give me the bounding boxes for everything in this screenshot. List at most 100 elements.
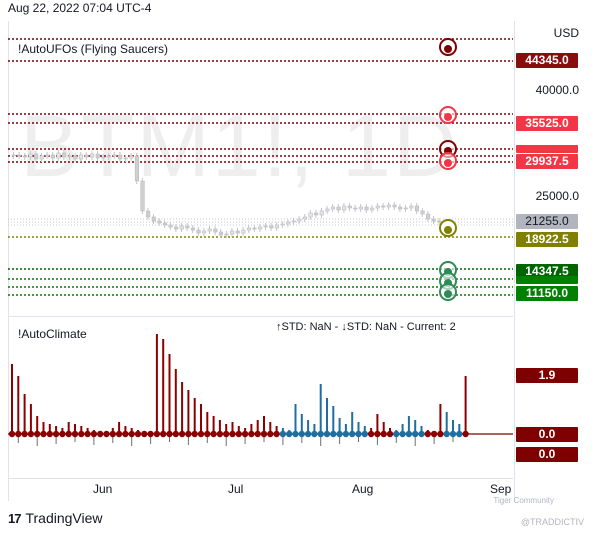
climate-dot bbox=[342, 430, 350, 438]
climate-dot bbox=[141, 430, 148, 438]
climate-dot bbox=[8, 430, 16, 438]
climate-pane[interactable] bbox=[8, 320, 513, 478]
candle bbox=[123, 157, 128, 160]
candle bbox=[95, 153, 100, 159]
climate-dot bbox=[430, 430, 438, 438]
climate-dot bbox=[380, 430, 387, 438]
candle bbox=[134, 155, 139, 182]
climate-dot bbox=[367, 430, 375, 438]
climate-dot bbox=[229, 430, 236, 438]
price-tag: 11150.0 bbox=[516, 286, 578, 301]
time-label-jun: Jun bbox=[93, 482, 113, 496]
candle bbox=[297, 218, 302, 222]
candle bbox=[34, 153, 39, 160]
chart-area[interactable] bbox=[8, 21, 515, 501]
candle bbox=[140, 180, 145, 212]
climate-dot bbox=[330, 430, 337, 438]
climate-dot bbox=[424, 430, 431, 438]
candle bbox=[218, 231, 223, 236]
candle bbox=[84, 154, 89, 158]
climate-dot bbox=[90, 430, 98, 438]
candle bbox=[168, 224, 173, 228]
price-axis[interactable]: USD 40000.0 25000.0 44345.0 35525.0 2993… bbox=[513, 21, 594, 501]
climate-dot bbox=[267, 430, 274, 438]
candle bbox=[353, 207, 358, 210]
tradingview-brand: TradingView bbox=[25, 510, 103, 526]
candle bbox=[151, 216, 156, 222]
candle bbox=[224, 233, 229, 236]
climate-dot bbox=[292, 430, 299, 438]
axis-label-40000: 40000.0 bbox=[535, 83, 579, 97]
climate-dot bbox=[147, 430, 154, 438]
candle bbox=[426, 213, 431, 220]
candle bbox=[90, 153, 95, 158]
author-handle: @TRADDICTIV bbox=[520, 517, 584, 527]
time-axis[interactable]: Jun Jul Aug Sep bbox=[8, 478, 513, 501]
climate-dot bbox=[172, 430, 179, 438]
price-pane[interactable] bbox=[8, 21, 513, 316]
climate-dot bbox=[248, 430, 255, 438]
candle bbox=[252, 227, 257, 230]
tradingview-logo[interactable]: 17 TradingView bbox=[8, 510, 103, 526]
climate-dot bbox=[15, 430, 22, 438]
climate-dot bbox=[153, 430, 161, 438]
climate-dot bbox=[160, 430, 167, 438]
candle bbox=[364, 206, 369, 211]
climate-dot bbox=[254, 430, 261, 438]
candle bbox=[263, 225, 268, 228]
candle bbox=[118, 154, 123, 160]
candle bbox=[291, 220, 296, 223]
tradingview-mark-icon: 17 bbox=[8, 510, 22, 526]
candle bbox=[62, 152, 67, 158]
ufo-saucer-core bbox=[444, 290, 452, 298]
candle bbox=[174, 226, 179, 230]
climate-dot bbox=[46, 430, 53, 438]
candle bbox=[381, 205, 386, 208]
climate-dot bbox=[84, 430, 91, 438]
candle bbox=[336, 206, 341, 211]
climate-dot bbox=[216, 430, 224, 438]
climate-dot bbox=[443, 430, 450, 438]
climate-dot bbox=[374, 430, 381, 438]
candle bbox=[28, 153, 33, 158]
price-tag: 35525.0 bbox=[516, 116, 578, 131]
candle bbox=[280, 223, 285, 226]
candle bbox=[213, 228, 218, 233]
candle bbox=[314, 212, 319, 216]
candle bbox=[11, 154, 16, 157]
candle bbox=[342, 205, 347, 211]
climate-dot bbox=[311, 430, 318, 438]
climate-dot bbox=[349, 430, 356, 438]
candle bbox=[414, 205, 420, 212]
price-tag: 44345.0 bbox=[516, 53, 578, 68]
candle bbox=[398, 206, 403, 210]
currency-label: USD bbox=[553, 26, 579, 40]
climate-dot bbox=[405, 430, 413, 438]
climate-dot bbox=[103, 430, 110, 438]
time-label-jul: Jul bbox=[228, 482, 244, 496]
candle bbox=[409, 205, 414, 209]
climate-dot bbox=[304, 430, 312, 438]
climate-dot bbox=[286, 430, 293, 438]
pane-divider[interactable] bbox=[8, 316, 513, 317]
candle bbox=[269, 225, 274, 229]
candle bbox=[302, 216, 308, 220]
candle bbox=[392, 204, 397, 208]
candle bbox=[129, 155, 134, 159]
climate-dot bbox=[97, 430, 104, 438]
chart-timestamp: Aug 22, 2022 07:04 UTC-4 bbox=[8, 1, 152, 15]
climate-dot bbox=[204, 430, 211, 438]
climate-dot bbox=[241, 430, 249, 438]
candle bbox=[246, 227, 251, 231]
climate-dot bbox=[273, 430, 280, 438]
candle bbox=[185, 225, 190, 229]
candle bbox=[17, 154, 22, 157]
climate-dot bbox=[386, 430, 394, 438]
climate-dot bbox=[235, 430, 242, 438]
climate-dot bbox=[418, 430, 425, 438]
climate-dot bbox=[109, 430, 117, 438]
candle bbox=[39, 155, 44, 160]
climate-dot bbox=[298, 430, 305, 438]
climate-dot bbox=[210, 430, 217, 438]
candle bbox=[241, 229, 246, 234]
